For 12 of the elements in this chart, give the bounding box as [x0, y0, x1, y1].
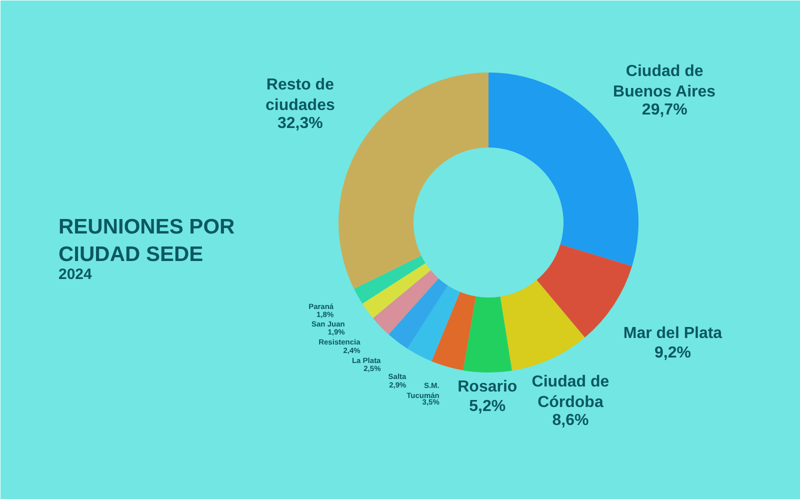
slice-label: Mar del Plata	[623, 325, 722, 342]
text: REUNIONES POR CIUDAD SEDE	[58, 216, 235, 266]
data-label: 9,2%	[654, 344, 691, 362]
slice-label: Resto de ciudades	[266, 76, 335, 114]
slice-label: Ciudad de Córdoba	[532, 374, 610, 412]
data-label: 32,3%	[278, 115, 323, 132]
data-label: 29,7%	[642, 102, 688, 119]
text: 2024	[58, 266, 93, 283]
slice-label: Ciudad de Buenos Aires	[613, 63, 716, 101]
slice-label: Rosario	[458, 378, 518, 396]
data-label: 8,6%	[552, 412, 589, 430]
data-label: 5,2%	[469, 398, 506, 415]
